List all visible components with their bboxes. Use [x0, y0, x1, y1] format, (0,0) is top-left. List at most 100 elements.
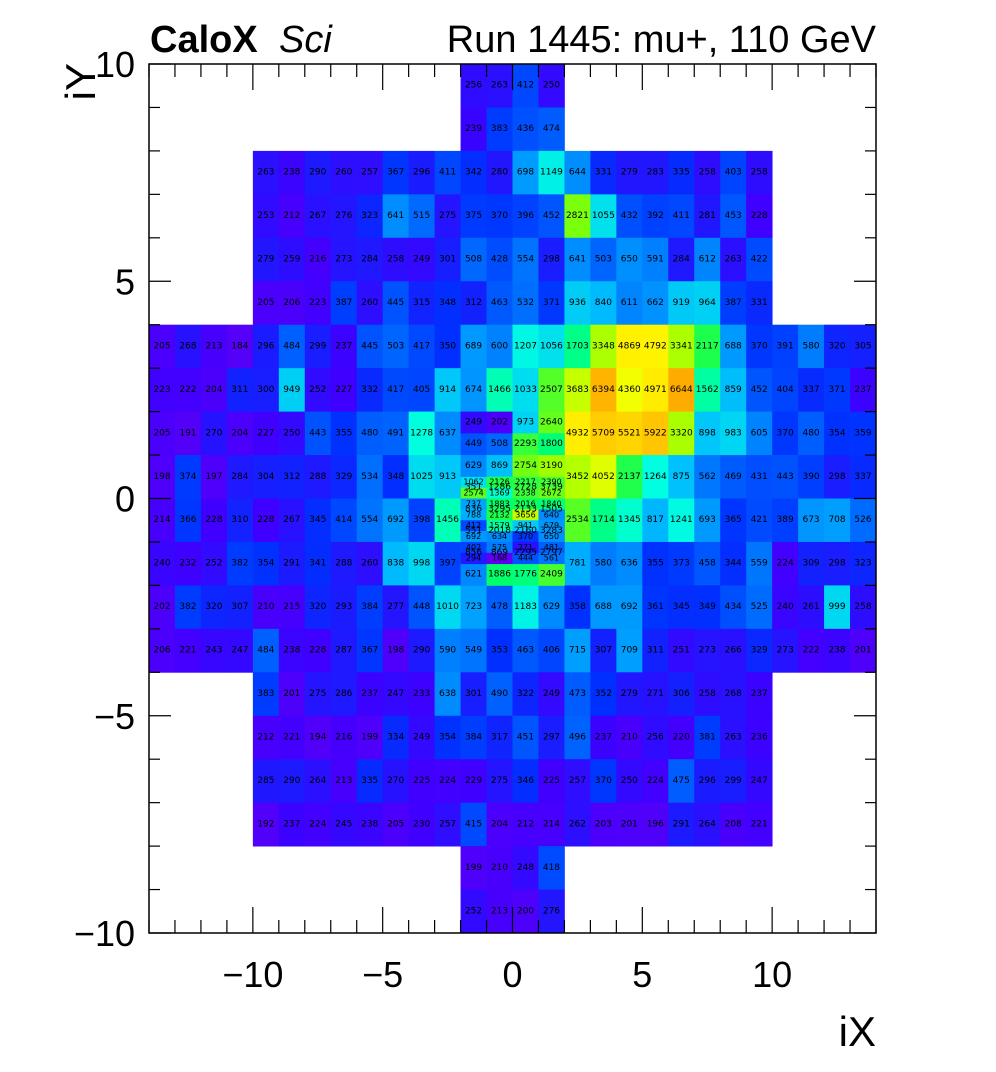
heatmap-cell [642, 194, 669, 239]
heatmap-cell [564, 715, 591, 760]
heatmap-cell [330, 672, 358, 717]
heatmap-cell [304, 150, 332, 195]
cell-value-label: 273 [699, 646, 716, 656]
heatmap-cell [798, 585, 825, 630]
heatmap-cell [408, 411, 436, 456]
heatmap-cell [694, 628, 721, 673]
heatmap-cell [746, 411, 773, 456]
cell-value-label: 375 [465, 211, 482, 221]
heatmap-cell [460, 64, 487, 108]
cell-value-label: 277 [387, 602, 404, 612]
cell-value-label: 275 [309, 689, 326, 699]
heatmap-cell [304, 802, 332, 847]
cell-value-label: 1062 [463, 478, 483, 487]
cell-value-label: 1883 [489, 499, 509, 508]
heatmap-cell [356, 411, 384, 456]
cell-value-label: 307 [595, 646, 612, 656]
cell-value-label: 6644 [670, 385, 693, 395]
cell-value-label: 431 [751, 472, 768, 482]
cell-value-label: 484 [283, 341, 300, 351]
cell-value-label: 287 [335, 646, 352, 656]
heatmap-cell [538, 455, 565, 478]
heatmap-cell [668, 150, 695, 195]
heatmap-cell [538, 531, 565, 543]
heatmap-cell [564, 411, 591, 456]
cell-value-label: 371 [828, 385, 845, 395]
cell-value-label: 210 [621, 732, 638, 742]
cell-value-label: 2507 [540, 385, 563, 395]
heatmap-cell [226, 411, 254, 456]
cell-value-label: 397 [439, 559, 456, 569]
heatmap-cell [538, 563, 565, 586]
cell-value-label: 434 [725, 602, 742, 612]
heatmap-cell [668, 194, 695, 239]
y-tick-label: −5 [94, 696, 135, 737]
cell-value-label: 312 [465, 298, 482, 308]
cell-value-label: 224 [439, 776, 456, 786]
cell-value-label: 452 [751, 385, 768, 395]
cell-value-label: 484 [257, 646, 274, 656]
heatmap-cell [304, 324, 332, 369]
heatmap-cell [746, 715, 773, 760]
cell-value-label: 205 [387, 819, 404, 829]
cell-value-label: 412 [466, 521, 481, 530]
cell-value-label: 443 [309, 428, 326, 438]
cell-value-label: 3739 [540, 483, 563, 493]
cell-value-label: 919 [673, 298, 690, 308]
heatmap-cell [149, 324, 176, 369]
cell-value-label: 276 [543, 906, 560, 916]
cell-value-label: 5922 [644, 428, 667, 438]
cell-value-label: 554 [517, 255, 534, 265]
cell-value-label: 374 [179, 472, 196, 482]
cell-value-label: 288 [309, 472, 326, 482]
heatmap-cell [304, 194, 332, 239]
heatmap-cell [486, 194, 513, 239]
heatmap-cell [434, 281, 461, 326]
heatmap-cell [720, 498, 747, 543]
heatmap-cell [486, 455, 513, 478]
cell-value-label: 223 [309, 298, 326, 308]
heatmap-cell [356, 628, 384, 673]
cell-value-label: 600 [491, 341, 508, 351]
heatmap-cell [486, 107, 513, 152]
heatmap-cell [252, 194, 280, 239]
cell-value-label: 228 [257, 515, 274, 525]
heatmap-cell [226, 324, 254, 369]
cell-value-label: 688 [595, 602, 612, 612]
cell-value-label: 345 [309, 515, 326, 525]
heatmap-cell [304, 715, 332, 760]
cell-value-label: 212 [257, 732, 274, 742]
heatmap-cell [564, 802, 591, 847]
cell-value-label: 836 [465, 504, 482, 514]
cell-value-label: 311 [231, 385, 248, 395]
cell-value-label: 2137 [618, 472, 641, 482]
heatmap-cell [668, 411, 695, 456]
heatmap-cell [356, 802, 384, 847]
heatmap-cell [408, 628, 436, 673]
heatmap-cell [252, 411, 280, 456]
heatmap-cell [408, 194, 436, 239]
heatmap-cell [850, 498, 877, 543]
cell-value-label: 392 [647, 211, 664, 221]
heatmap-cell [772, 498, 799, 543]
heatmap-cell [720, 411, 747, 456]
cell-value-label: 252 [465, 906, 482, 916]
cell-value-label: 259 [283, 255, 300, 265]
cell-value-label: 280 [491, 168, 508, 178]
heatmap-cell [564, 194, 591, 239]
cell-value-label: 247 [387, 689, 404, 699]
cell-value-label: 206 [283, 298, 300, 308]
heatmap-cell [590, 672, 617, 717]
heatmap-cell [408, 585, 436, 630]
heatmap-cell [590, 628, 617, 673]
cell-value-label: 3283 [540, 526, 563, 536]
cell-value-label: 549 [465, 646, 482, 656]
cell-value-label: 2293 [514, 439, 537, 449]
cell-value-label: 508 [465, 255, 482, 265]
x-tick-label: 0 [502, 954, 522, 995]
cell-value-label: 382 [231, 559, 248, 569]
cell-value-label: 168 [492, 554, 507, 563]
cell-value-label: 247 [751, 776, 768, 786]
heatmap-cell [278, 541, 306, 586]
cell-value-label: 983 [725, 428, 742, 438]
